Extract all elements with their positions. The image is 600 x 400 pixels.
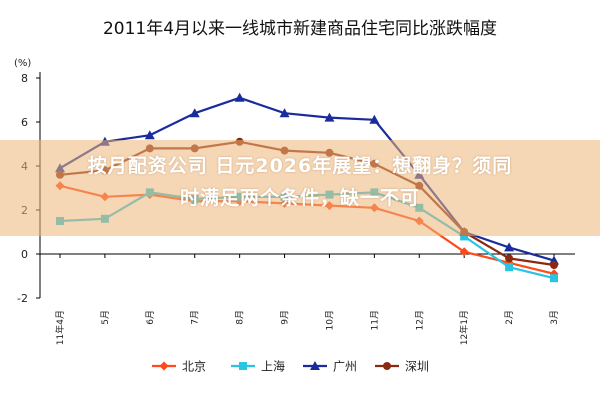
legend-item: 广州 <box>303 360 357 374</box>
legend-marker <box>310 361 320 370</box>
x-tick-label: 2月 <box>504 310 515 325</box>
x-tick-label: 11年4月 <box>54 310 66 345</box>
y-tick-label: 0 <box>21 248 28 261</box>
legend-label: 上海 <box>261 359 285 374</box>
data-point <box>460 232 469 241</box>
legend-label: 深圳 <box>405 360 429 374</box>
axes: -20246811年4月5月6月7月8月9月10月11月12月12年1月2月3月 <box>17 72 575 345</box>
legend: 北京 上海 广州 深圳 <box>152 359 429 374</box>
legend-item: 北京 <box>152 360 206 374</box>
watermark-band <box>0 140 600 236</box>
legend-label: 北京 <box>182 360 206 374</box>
watermark-text: 按月配资公司 日元2026年展望：想翻身？须同 时满足两个条件，缺一不可 <box>0 150 600 214</box>
data-point <box>144 130 155 140</box>
x-tick-label: 6月 <box>145 310 156 325</box>
x-tick-label: 12年1月 <box>458 310 470 345</box>
legend-marker <box>239 362 247 370</box>
watermark-line-1: 按月配资公司 日元2026年展望：想翻身？须同 <box>87 155 513 177</box>
x-tick-label: 9月 <box>280 310 291 325</box>
data-point <box>189 108 200 118</box>
data-point <box>459 247 469 257</box>
data-point <box>550 261 558 269</box>
y-tick-label: -2 <box>17 292 28 305</box>
data-point <box>505 263 514 272</box>
data-point <box>279 108 290 118</box>
x-tick-label: 12月 <box>414 310 425 330</box>
legend-item: 深圳 <box>375 360 429 374</box>
data-point <box>550 274 558 283</box>
x-tick-label: 3月 <box>549 310 560 325</box>
data-point <box>504 242 515 252</box>
y-unit-label: (%) <box>14 58 31 69</box>
chart-title: 2011年4月以来一线城市新建商品住宅同比涨跌幅度 <box>103 19 497 39</box>
watermark-line-2: 时满足两个条件，缺一不可 <box>179 187 420 209</box>
x-tick-label: 11月 <box>369 310 380 330</box>
legend-label: 广州 <box>333 360 357 374</box>
legend-marker <box>383 362 391 370</box>
data-point <box>324 112 335 122</box>
x-tick-label: 8月 <box>235 310 246 325</box>
x-tick-label: 10月 <box>324 310 335 330</box>
x-tick-label: 5月 <box>100 310 111 325</box>
data-point <box>369 114 380 124</box>
x-tick-label: 7月 <box>190 310 201 325</box>
legend-marker <box>159 361 169 371</box>
y-tick-label: 6 <box>21 116 28 129</box>
data-point <box>505 254 514 263</box>
data-point <box>234 92 245 102</box>
y-tick-label: 8 <box>21 72 28 85</box>
legend-item: 上海 <box>231 359 285 374</box>
